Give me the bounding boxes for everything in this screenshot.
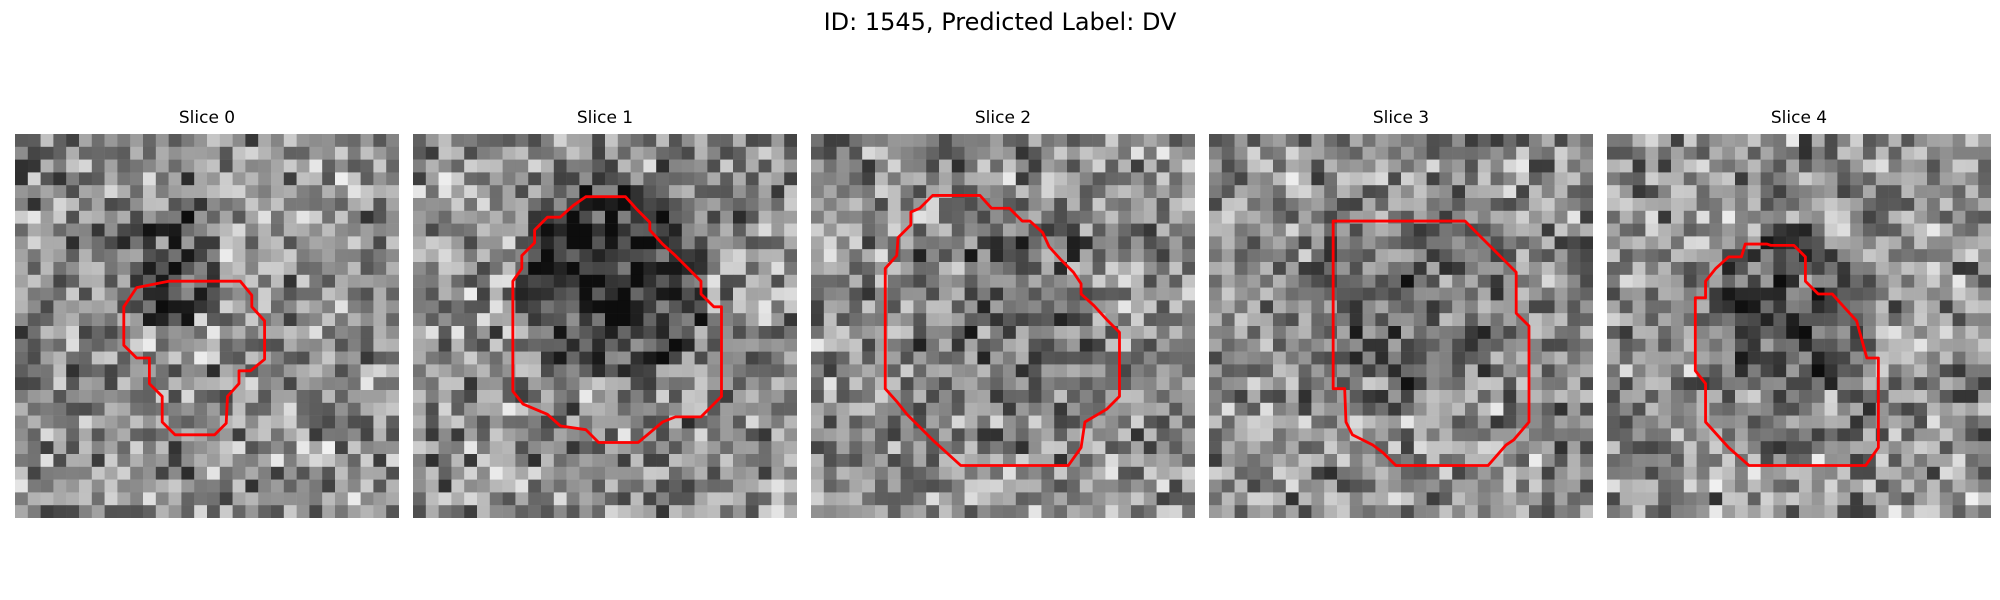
slice-panel-1: Slice 1 — [413, 108, 797, 530]
slice-title-4: Slice 4 — [1770, 108, 1828, 128]
slice-panel-2: Slice 2 — [811, 108, 1195, 530]
segmentation-outline-1 — [511, 195, 723, 444]
slice-panel-3: Slice 3 — [1209, 108, 1593, 530]
slice-title-1: Slice 1 — [576, 108, 634, 128]
slice-image-4 — [1607, 134, 1991, 518]
segmentation-outline-0 — [122, 279, 267, 437]
slice-title-0: Slice 0 — [178, 108, 236, 128]
slice-title-3: Slice 3 — [1372, 108, 1430, 128]
slice-image-1 — [413, 134, 797, 518]
slice-image-2 — [811, 134, 1195, 518]
figure-title: ID: 1545, Predicted Label: DV — [823, 8, 1177, 36]
slice-panel-0: Slice 0 — [15, 108, 399, 530]
segmentation-outline-2 — [883, 194, 1121, 467]
slice-image-3 — [1209, 134, 1593, 518]
slice-panel-4: Slice 4 — [1607, 108, 1991, 530]
segmentation-outline-4 — [1693, 242, 1880, 467]
segmentation-outline-3 — [1331, 219, 1531, 467]
slice-image-0 — [15, 134, 399, 518]
slice-title-2: Slice 2 — [974, 108, 1032, 128]
